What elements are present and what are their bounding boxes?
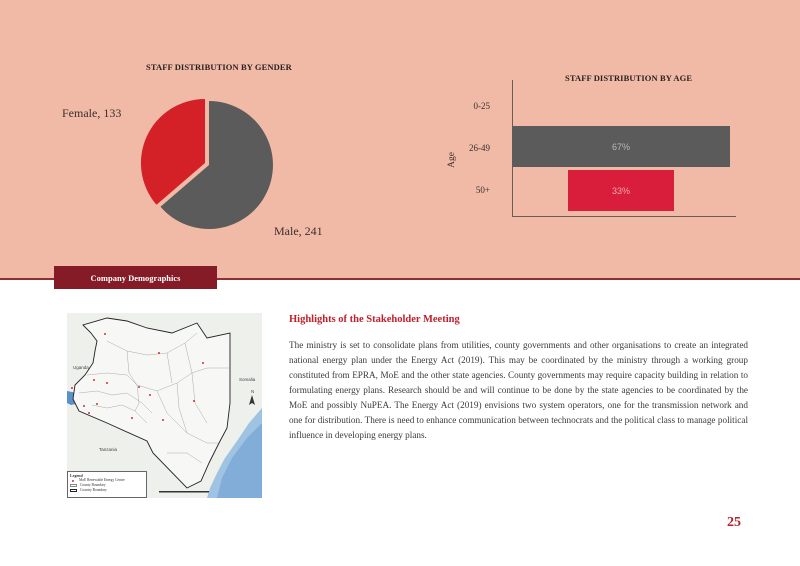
female-data-label: Female, 133 <box>62 106 122 120</box>
age-axis-title: Age <box>446 152 457 168</box>
country-boundary <box>72 317 231 489</box>
kenya-map: Uganda Somalia Tanzania N Legend MoE Ren… <box>67 313 262 498</box>
map-label-tanzania: Tanzania <box>99 447 118 452</box>
band-divider <box>0 278 800 280</box>
page-number: 25 <box>727 515 741 530</box>
gender-chart-title: STAFF DISTRIBUTION BY GENDER <box>146 62 292 72</box>
north-arrow <box>249 395 255 405</box>
bar-value-50-plus: 33% <box>611 185 630 196</box>
category-label-50-plus: 50+ <box>475 185 490 195</box>
male-data-label: Male, 241 <box>274 224 323 238</box>
bar-50-plus: 33% <box>568 170 674 211</box>
bar-26-49: 67% <box>512 126 730 167</box>
legend-item-country-boundary: Country Boundary <box>70 488 144 493</box>
highlights-heading: Highlights of the Stakeholder Meeting <box>289 314 460 325</box>
legend-item-county-boundary: County Boundary <box>70 483 144 488</box>
map-label-uganda: Uganda <box>73 365 89 370</box>
highlights-body: The ministry is set to consolidate plans… <box>289 340 748 440</box>
map-legend: Legend MoE Renewable Energy Centre Count… <box>67 471 147 498</box>
pie-slice-male <box>160 101 273 229</box>
north-arrow-label: N <box>251 389 255 394</box>
age-chart-x-axis <box>512 216 736 217</box>
age-chart-title: STAFF DISTRIBUTION BY AGE <box>565 73 693 83</box>
category-label-0-25: 0-25 <box>473 101 491 111</box>
county-boundary-swatch-icon <box>70 484 77 487</box>
category-label-26-49: 26-49 <box>469 143 490 153</box>
map-graphic <box>67 313 262 498</box>
bar-value-26-49: 67% <box>611 141 630 152</box>
energy-centre-markers <box>71 333 204 421</box>
section-tab-company-demographics: Company Demographics <box>54 266 217 289</box>
legend-title: Legend <box>70 473 83 478</box>
county-boundaries <box>78 332 230 464</box>
map-label-somalia: Somalia <box>239 377 256 382</box>
pie-slice-female <box>140 99 205 205</box>
country-boundary-swatch-icon <box>70 489 77 492</box>
energy-centre-marker-icon <box>72 479 74 482</box>
legend-item-energy-centre: MoE Renewable Energy Centre <box>70 478 144 483</box>
gender-pie-chart <box>140 99 273 229</box>
